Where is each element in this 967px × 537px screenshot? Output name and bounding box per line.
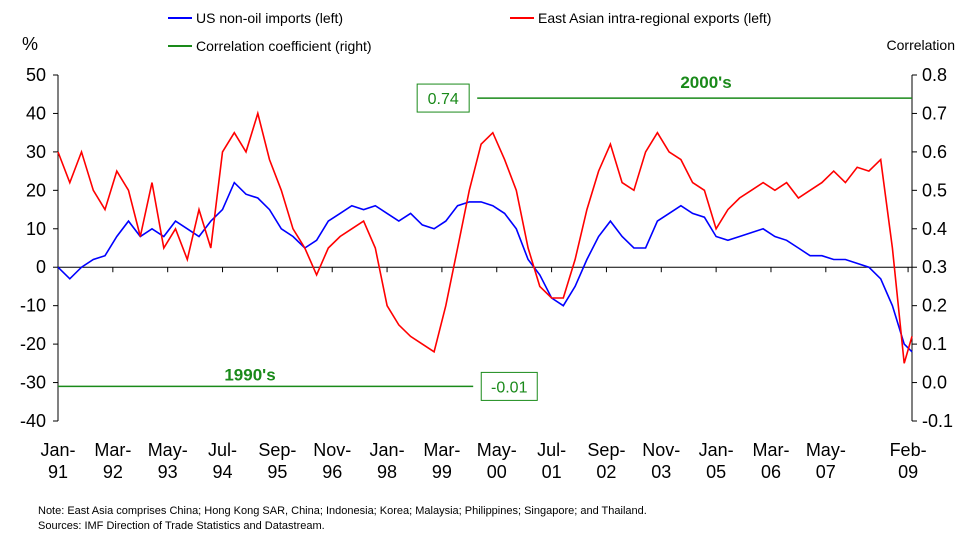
y-tick-label: 10 — [26, 219, 46, 239]
note: Note: East Asia comprises China; Hong Ko… — [38, 505, 647, 517]
y2-tick-label: 0.4 — [922, 219, 947, 239]
y2-tick-label: -0.1 — [922, 411, 953, 431]
y-tick-label: 30 — [26, 142, 46, 162]
annotation: 2000's — [680, 73, 731, 92]
y2-tick-label: 0.0 — [922, 373, 947, 393]
legend-label: East Asian intra-regional exports (left) — [538, 10, 771, 26]
x-tick-label: May-07 — [806, 440, 846, 482]
y2-tick-label: 0.6 — [922, 142, 947, 162]
x-tick-label: Jul-01 — [537, 440, 566, 482]
legend-label: Correlation coefficient (right) — [196, 38, 372, 54]
y-unit-label: % — [22, 34, 38, 54]
x-tick-label: Mar-06 — [752, 440, 789, 482]
x-tick-label: Nov-03 — [642, 440, 680, 482]
y-tick-label: 50 — [26, 65, 46, 85]
x-tick-label: Mar-92 — [94, 440, 131, 482]
x-tick-label: Jan-98 — [370, 440, 405, 482]
y-tick-label: -20 — [20, 334, 46, 354]
y2-tick-label: 0.5 — [922, 180, 947, 200]
series-line — [58, 97, 912, 388]
value-box — [480, 371, 538, 401]
y2-tick-label: 0.3 — [922, 257, 947, 277]
y-tick-label: 0 — [36, 257, 46, 277]
series-line — [57, 110, 913, 364]
x-tick-label: Jan-05 — [699, 440, 734, 482]
y-tick-label: -30 — [20, 373, 46, 393]
y-tick-label: 40 — [26, 103, 46, 123]
y-tick-label: 20 — [26, 180, 46, 200]
y2-tick-label: 0.1 — [922, 334, 947, 354]
series-line — [57, 181, 913, 353]
y2-tick-label: 0.8 — [922, 65, 947, 85]
x-tick-label: Jul-94 — [208, 440, 237, 482]
x-tick-label: Sep-02 — [587, 440, 625, 482]
annotation: 1990's — [224, 365, 275, 384]
x-tick-label: Nov-96 — [313, 440, 351, 482]
legend-label: US non-oil imports (left) — [196, 10, 343, 26]
x-tick-label: Jan-91 — [40, 440, 75, 482]
note: Sources: IMF Direction of Trade Statisti… — [38, 520, 325, 532]
x-tick-label: May-93 — [148, 440, 188, 482]
x-tick-label: Sep-95 — [258, 440, 296, 482]
x-tick-label: Feb-09 — [890, 440, 927, 482]
value-box — [416, 83, 470, 113]
y2-tick-label: 0.7 — [922, 103, 947, 123]
x-tick-label: May-00 — [477, 440, 517, 482]
y-tick-label: -40 — [20, 411, 46, 431]
y-tick-label: -10 — [20, 296, 46, 316]
y2-unit-label: Correlation — [887, 37, 955, 53]
value-box-label: -0.01 — [491, 379, 528, 396]
y2-tick-label: 0.2 — [922, 296, 947, 316]
value-box-label: 0.74 — [428, 91, 459, 108]
x-tick-label: Mar-99 — [423, 440, 460, 482]
